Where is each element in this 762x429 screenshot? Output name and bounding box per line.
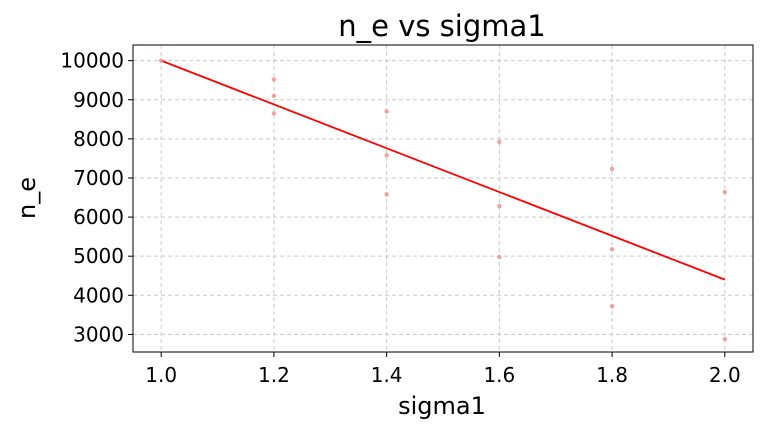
x-axis-label: sigma1 — [398, 392, 486, 420]
data-point — [609, 166, 615, 172]
data-point — [497, 139, 502, 145]
y-axis-ticks: 3000 4000 5000 6000 7000 8000 9000 10000 — [60, 49, 133, 346]
x-tick-label: 1.8 — [596, 363, 628, 387]
data-point — [271, 93, 277, 99]
y-tick-label: 5000 — [73, 244, 124, 268]
data-point — [722, 336, 728, 342]
data-point — [497, 254, 502, 260]
y-tick-label: 8000 — [73, 127, 124, 151]
data-point — [384, 109, 389, 114]
x-tick-label: 1.2 — [258, 363, 290, 387]
y-tick-label: 3000 — [73, 322, 124, 346]
x-tick-label: 1.4 — [371, 363, 403, 387]
data-point — [158, 58, 164, 63]
data-point — [722, 189, 728, 195]
chart-title: n_e vs sigma1 — [338, 9, 545, 43]
y-tick-label: 7000 — [73, 166, 124, 190]
y-axis-label: n_e — [13, 177, 41, 219]
data-point — [609, 246, 615, 252]
fit-line-group — [160, 59, 726, 281]
data-point — [384, 192, 389, 197]
y-tick-label: 4000 — [73, 283, 124, 307]
data-point — [384, 153, 389, 158]
y-tick-label: 10000 — [60, 49, 124, 73]
data-point — [271, 77, 277, 82]
data-point — [271, 111, 277, 116]
grid — [133, 45, 753, 352]
data-point — [609, 304, 615, 309]
data-point — [497, 203, 502, 209]
y-tick-label: 6000 — [73, 205, 124, 229]
x-axis-ticks: 1.0 1.2 1.4 1.6 1.8 2.0 — [145, 352, 741, 387]
x-tick-label: 2.0 — [709, 363, 741, 387]
x-tick-label: 1.0 — [145, 363, 177, 387]
plot-frame — [132, 44, 754, 353]
x-tick-label: 1.6 — [483, 363, 515, 387]
data-points — [158, 58, 728, 342]
y-tick-label: 9000 — [73, 88, 124, 112]
fit-line — [160, 59, 726, 281]
